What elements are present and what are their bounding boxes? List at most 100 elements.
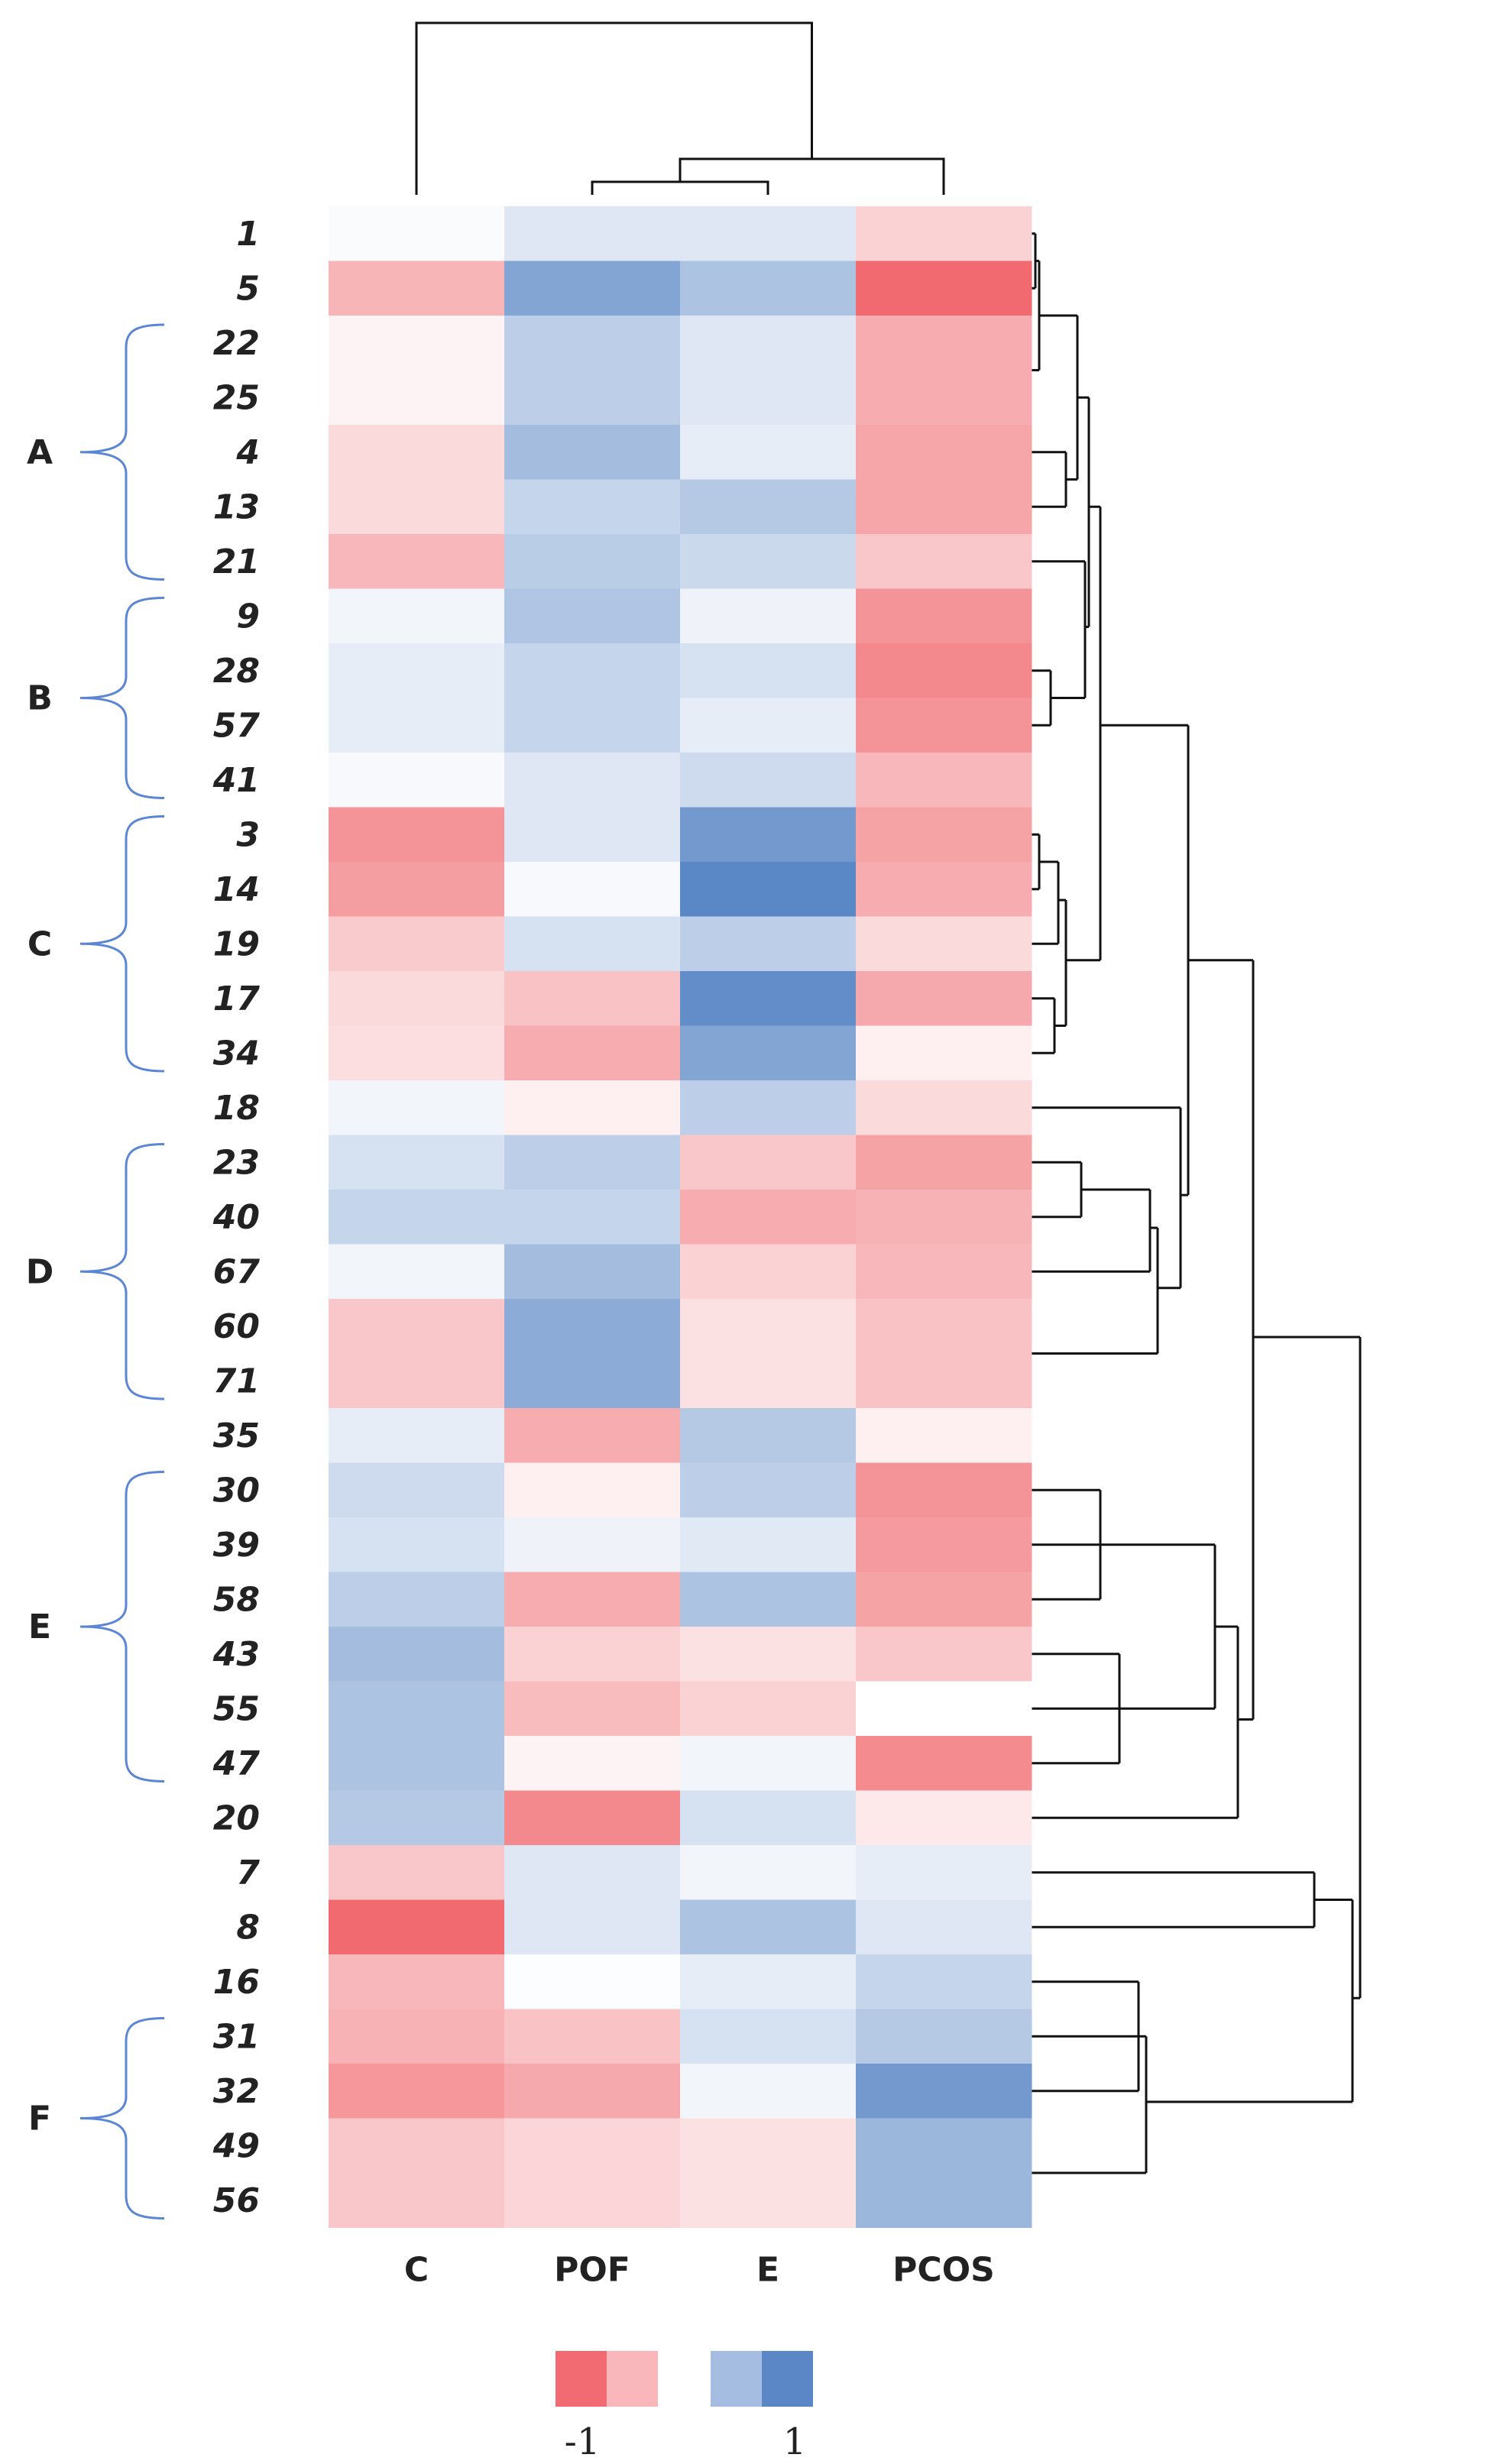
row-label: 14 — [213, 870, 260, 909]
heatmap-cell — [329, 2118, 505, 2174]
heatmap-cell — [504, 2064, 681, 2119]
heatmap-cell — [680, 698, 857, 753]
heatmap-cell — [504, 1408, 681, 1463]
row-label: 39 — [213, 1526, 260, 1565]
heatmap-cell — [329, 1845, 505, 1900]
row-label: 9 — [236, 597, 260, 636]
heatmap-cell — [329, 1299, 505, 1354]
heatmap-cell — [856, 534, 1032, 589]
row-label: 18 — [213, 1089, 260, 1128]
row-label: 71 — [213, 1362, 260, 1400]
row-label: 1 — [236, 215, 260, 254]
heatmap-cell — [329, 206, 505, 261]
heatmap-cell — [329, 2173, 505, 2228]
heatmap-cell — [504, 1190, 681, 1245]
heatmap-cell — [329, 753, 505, 808]
heatmap-cell — [680, 1462, 857, 1518]
heatmap-cell — [329, 1517, 505, 1572]
row-label: 16 — [213, 1963, 260, 2002]
row-label: 49 — [212, 2126, 260, 2165]
heatmap-cell — [504, 1025, 681, 1081]
heatmap-cell — [504, 1462, 681, 1518]
heatmap-cell — [329, 1025, 505, 1081]
heatmap-cell — [680, 807, 857, 863]
heatmap-cell — [504, 1135, 681, 1190]
heatmap-cell — [856, 1790, 1032, 1846]
heatmap-cell — [680, 862, 857, 917]
row-label: 7 — [236, 1854, 260, 1893]
heatmap-cell — [504, 1899, 681, 1955]
row-label: 4 — [235, 433, 260, 472]
row-label: 17 — [213, 979, 261, 1018]
heatmap-cell — [504, 261, 681, 316]
legend-swatch-weak-negative — [607, 2351, 658, 2407]
heatmap-cell — [329, 916, 505, 972]
heatmap-cell — [856, 971, 1032, 1026]
heatmap-cell — [504, 370, 681, 426]
heatmap-cell — [856, 2118, 1032, 2174]
group-label: A — [27, 433, 53, 472]
group-bracket — [79, 597, 165, 799]
heatmap-cell — [680, 1299, 857, 1354]
heatmap-cell — [680, 916, 857, 972]
row-label: 23 — [213, 1143, 260, 1182]
heatmap-cell — [329, 1627, 505, 1682]
row-label: 57 — [213, 706, 261, 745]
row-labels: 1522254132192857413141917341823406760713… — [212, 215, 261, 2220]
heatmap-cell — [856, 753, 1032, 808]
heatmap-cell — [856, 1462, 1032, 1518]
heatmap-cell — [504, 862, 681, 917]
heatmap-cell — [680, 2118, 857, 2174]
row-label: 35 — [213, 1417, 260, 1455]
row-label: 60 — [213, 1307, 260, 1346]
heatmap-cell — [680, 1025, 857, 1081]
heatmap-cell — [680, 1080, 857, 1135]
heatmap-cell — [329, 425, 505, 480]
row-group-brackets: A B C D E F — [26, 323, 165, 2220]
row-label: 47 — [212, 1744, 261, 1783]
heatmap-cell — [504, 971, 681, 1026]
heatmap-cell — [329, 588, 505, 644]
legend-max-label: 1 — [783, 2420, 807, 2463]
group-bracket — [79, 815, 165, 1073]
heatmap-cell — [856, 1244, 1032, 1300]
heatmap-cell — [680, 1517, 857, 1572]
color-legend: -1 1 — [556, 2351, 813, 2463]
heatmap-cell — [680, 1353, 857, 1409]
heatmap-cell — [856, 643, 1032, 698]
heatmap-cell — [504, 1681, 681, 1737]
heatmap-cell — [504, 588, 681, 644]
row-label: 22 — [213, 324, 260, 363]
heatmap-cell — [504, 1845, 681, 1900]
row-label: 40 — [212, 1198, 260, 1237]
heatmap-cell — [504, 916, 681, 972]
heatmap-cell — [856, 862, 1032, 917]
heatmap-cell — [504, 1627, 681, 1682]
heatmap-cell — [329, 1353, 505, 1409]
heatmap-cell — [856, 807, 1032, 863]
row-label: 28 — [213, 652, 260, 691]
column-label: C — [404, 2251, 429, 2290]
heatmap-cell — [680, 1790, 857, 1846]
heatmap-cell — [329, 807, 505, 863]
heatmap-cell — [504, 807, 681, 863]
group-bracket — [79, 1143, 165, 1400]
group-bracket — [79, 2017, 165, 2220]
heatmap-cell — [329, 1790, 505, 1846]
heatmap-cell — [329, 1244, 505, 1300]
row-label: 5 — [236, 269, 260, 308]
heatmap-cell — [504, 534, 681, 589]
group-label: D — [26, 1252, 54, 1291]
legend-swatch-strong-negative — [556, 2351, 607, 2407]
heatmap-cell — [856, 1681, 1032, 1737]
heatmap-cell — [504, 1572, 681, 1627]
heatmap-cell — [856, 2064, 1032, 2119]
heatmap-cell — [504, 643, 681, 698]
heatmap-cell — [329, 370, 505, 426]
heatmap-cell — [680, 643, 857, 698]
heatmap-cell — [504, 1790, 681, 1846]
heatmap-cell — [329, 2064, 505, 2119]
heatmap-cell — [329, 1462, 505, 1518]
heatmap-cell — [856, 1353, 1032, 1409]
